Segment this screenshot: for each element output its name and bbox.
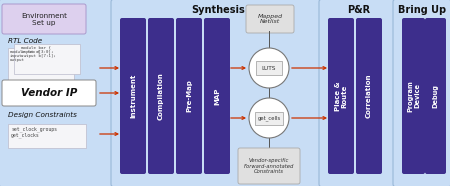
- Text: Place &
Route: Place & Route: [334, 81, 347, 111]
- FancyBboxPatch shape: [120, 18, 146, 174]
- Text: Correlation: Correlation: [366, 74, 372, 118]
- Text: Program
Device: Program Device: [407, 80, 420, 112]
- Text: Vendor-specific
Forward-annotated
Constraints: Vendor-specific Forward-annotated Constr…: [244, 158, 294, 174]
- FancyBboxPatch shape: [238, 148, 300, 184]
- Bar: [255, 112, 283, 125]
- FancyBboxPatch shape: [246, 5, 294, 33]
- FancyBboxPatch shape: [425, 18, 446, 174]
- Text: Vendor IP: Vendor IP: [21, 88, 77, 98]
- FancyBboxPatch shape: [2, 80, 96, 106]
- Text: Debug: Debug: [432, 84, 438, 108]
- Circle shape: [249, 48, 289, 88]
- Text: MAP: MAP: [214, 87, 220, 105]
- Text: Bring Up: Bring Up: [398, 5, 446, 15]
- FancyBboxPatch shape: [328, 18, 354, 174]
- Text: Design Constraints: Design Constraints: [8, 112, 77, 118]
- Text: set_clock_groups
get_clocks: set_clock_groups get_clocks: [11, 126, 57, 138]
- Text: module bar {
  input a[3:0];
  output b[7:1];: module bar { input a[3:0]; output b[7:1]…: [16, 45, 56, 58]
- Text: Environment
Set up: Environment Set up: [21, 12, 67, 25]
- Text: Mapped
Netlist: Mapped Netlist: [257, 14, 283, 24]
- FancyBboxPatch shape: [2, 4, 86, 34]
- Text: Pre-Map: Pre-Map: [186, 80, 192, 113]
- FancyBboxPatch shape: [204, 18, 230, 174]
- Text: module foo {
input...
output: module foo { input... output: [10, 49, 40, 62]
- FancyBboxPatch shape: [393, 0, 450, 186]
- Text: P&R: P&R: [347, 5, 370, 15]
- Bar: [8, 124, 86, 148]
- FancyBboxPatch shape: [148, 18, 174, 174]
- FancyBboxPatch shape: [176, 18, 202, 174]
- FancyBboxPatch shape: [111, 0, 325, 186]
- Bar: [8, 48, 74, 80]
- Bar: [256, 61, 282, 75]
- Text: RTL Code: RTL Code: [8, 38, 42, 44]
- Text: Synthesis: Synthesis: [191, 5, 245, 15]
- FancyBboxPatch shape: [402, 18, 425, 174]
- FancyBboxPatch shape: [356, 18, 382, 174]
- Text: LUTS: LUTS: [262, 65, 276, 70]
- FancyBboxPatch shape: [0, 0, 117, 186]
- Bar: [14, 44, 80, 74]
- Text: Compilation: Compilation: [158, 72, 164, 120]
- Text: Instrument: Instrument: [130, 74, 136, 118]
- Circle shape: [249, 98, 289, 138]
- FancyBboxPatch shape: [319, 0, 399, 186]
- Text: get_cells: get_cells: [257, 115, 281, 121]
